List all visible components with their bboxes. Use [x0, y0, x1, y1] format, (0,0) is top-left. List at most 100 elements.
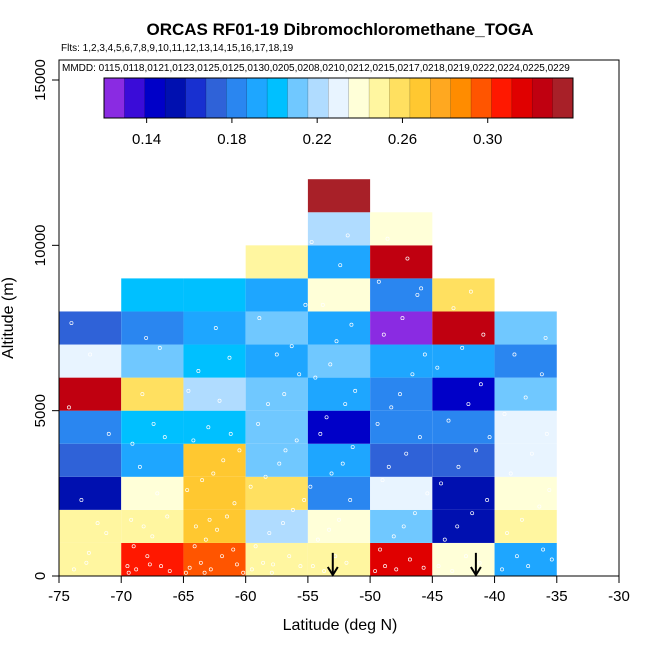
heatmap-cell [121, 476, 184, 510]
colorbar-swatch [144, 78, 166, 118]
heatmap-cell [183, 377, 246, 411]
heatmap-cell [245, 443, 308, 477]
sample-point [257, 316, 262, 321]
heatmap-cell [183, 311, 246, 345]
sample-point [126, 570, 131, 575]
mmdd-background [59, 60, 619, 74]
heatmap-cell [121, 410, 184, 444]
heatmap-cell [59, 542, 122, 576]
colorbar-swatch [552, 78, 574, 118]
sample-point [451, 306, 456, 311]
sample-point [104, 531, 109, 535]
x-tick-label: -45 [421, 588, 443, 605]
colorbar-swatch [267, 78, 288, 118]
sample-point [526, 564, 531, 569]
sample-point [485, 497, 490, 502]
sample-point [450, 569, 455, 573]
sample-point [165, 514, 170, 519]
sample-point [344, 560, 349, 565]
sample-point [415, 292, 420, 297]
sample-point [274, 352, 279, 357]
sample-point [249, 567, 254, 572]
sample-point [71, 567, 76, 572]
sample-point [261, 560, 266, 565]
sample-point [84, 560, 89, 565]
sample-point [328, 362, 333, 367]
heatmap-cell [245, 311, 308, 345]
sample-point [155, 491, 160, 496]
sample-point [391, 534, 396, 539]
sample-point [303, 302, 308, 307]
heatmap-cell [307, 311, 371, 345]
sample-point [539, 372, 544, 377]
sample-point [376, 279, 381, 284]
colorbar-swatch [471, 78, 492, 118]
sample-point [263, 474, 268, 479]
colorbar-swatch [165, 78, 186, 118]
heatmap-cell [245, 476, 308, 510]
sample-point [422, 352, 427, 357]
sample-point [162, 435, 167, 440]
sample-point [380, 478, 385, 483]
heatmap-cell [494, 542, 557, 576]
sample-point [421, 565, 426, 570]
x-tick-label: -30 [608, 588, 630, 605]
sample-point [141, 524, 146, 529]
sample-point [407, 557, 412, 562]
x-tick-label: -60 [235, 588, 257, 605]
heatmap-cell [59, 344, 122, 378]
sample-point [241, 570, 246, 575]
sample-point [231, 547, 236, 552]
sample-point [544, 431, 549, 436]
sample-point [400, 316, 405, 321]
heatmap-cell [494, 476, 557, 510]
sample-point [383, 564, 387, 569]
heatmap-cell [121, 542, 184, 576]
sample-point [401, 524, 406, 529]
heatmap-cell [370, 278, 433, 312]
sample-point [69, 321, 74, 325]
sample-point [203, 537, 208, 542]
y-tick-label: 15000 [32, 59, 49, 101]
heatmap-cell [432, 410, 495, 444]
sample-point [478, 382, 483, 387]
sample-point [345, 233, 350, 238]
heatmap-cell [59, 476, 122, 510]
heatmap-cell [370, 344, 433, 378]
heatmap-cell [307, 179, 371, 213]
sample-point [337, 517, 341, 522]
sample-point [125, 564, 130, 569]
sample-point [294, 438, 299, 443]
sample-point [267, 531, 272, 535]
sample-point [309, 240, 314, 244]
sample-point [147, 562, 152, 567]
sample-point [213, 326, 218, 330]
heatmap-cell [432, 509, 495, 543]
heatmap-cell [432, 542, 495, 576]
heatmap-cell [245, 410, 308, 444]
sample-point [86, 550, 91, 555]
heatmap-cell [245, 377, 308, 411]
sample-point [237, 448, 242, 453]
sample-point [410, 372, 415, 377]
x-tick-label: -65 [173, 588, 195, 605]
heatmap-cell [183, 542, 246, 576]
sample-point [350, 445, 355, 449]
mmdd-text: MMDD: 0115,0118,0121,0123,0125,0125,0130… [62, 63, 570, 74]
sample-point [477, 560, 482, 565]
sample-point [308, 484, 313, 489]
sample-point [547, 488, 552, 492]
sample-point [150, 534, 155, 539]
sample-point [389, 405, 394, 410]
sample-point [519, 517, 524, 522]
sample-point [220, 554, 224, 559]
sample-point [460, 345, 465, 350]
heatmap-cell [370, 476, 433, 510]
sample-point [298, 564, 303, 569]
y-axis-label: Altitude (m) [0, 277, 17, 359]
sample-point [211, 471, 216, 476]
colorbar-swatch [430, 78, 452, 118]
sample-point [191, 438, 196, 443]
x-axis-label: Latitude (deg N) [283, 617, 398, 634]
heatmap-cell [307, 377, 371, 411]
